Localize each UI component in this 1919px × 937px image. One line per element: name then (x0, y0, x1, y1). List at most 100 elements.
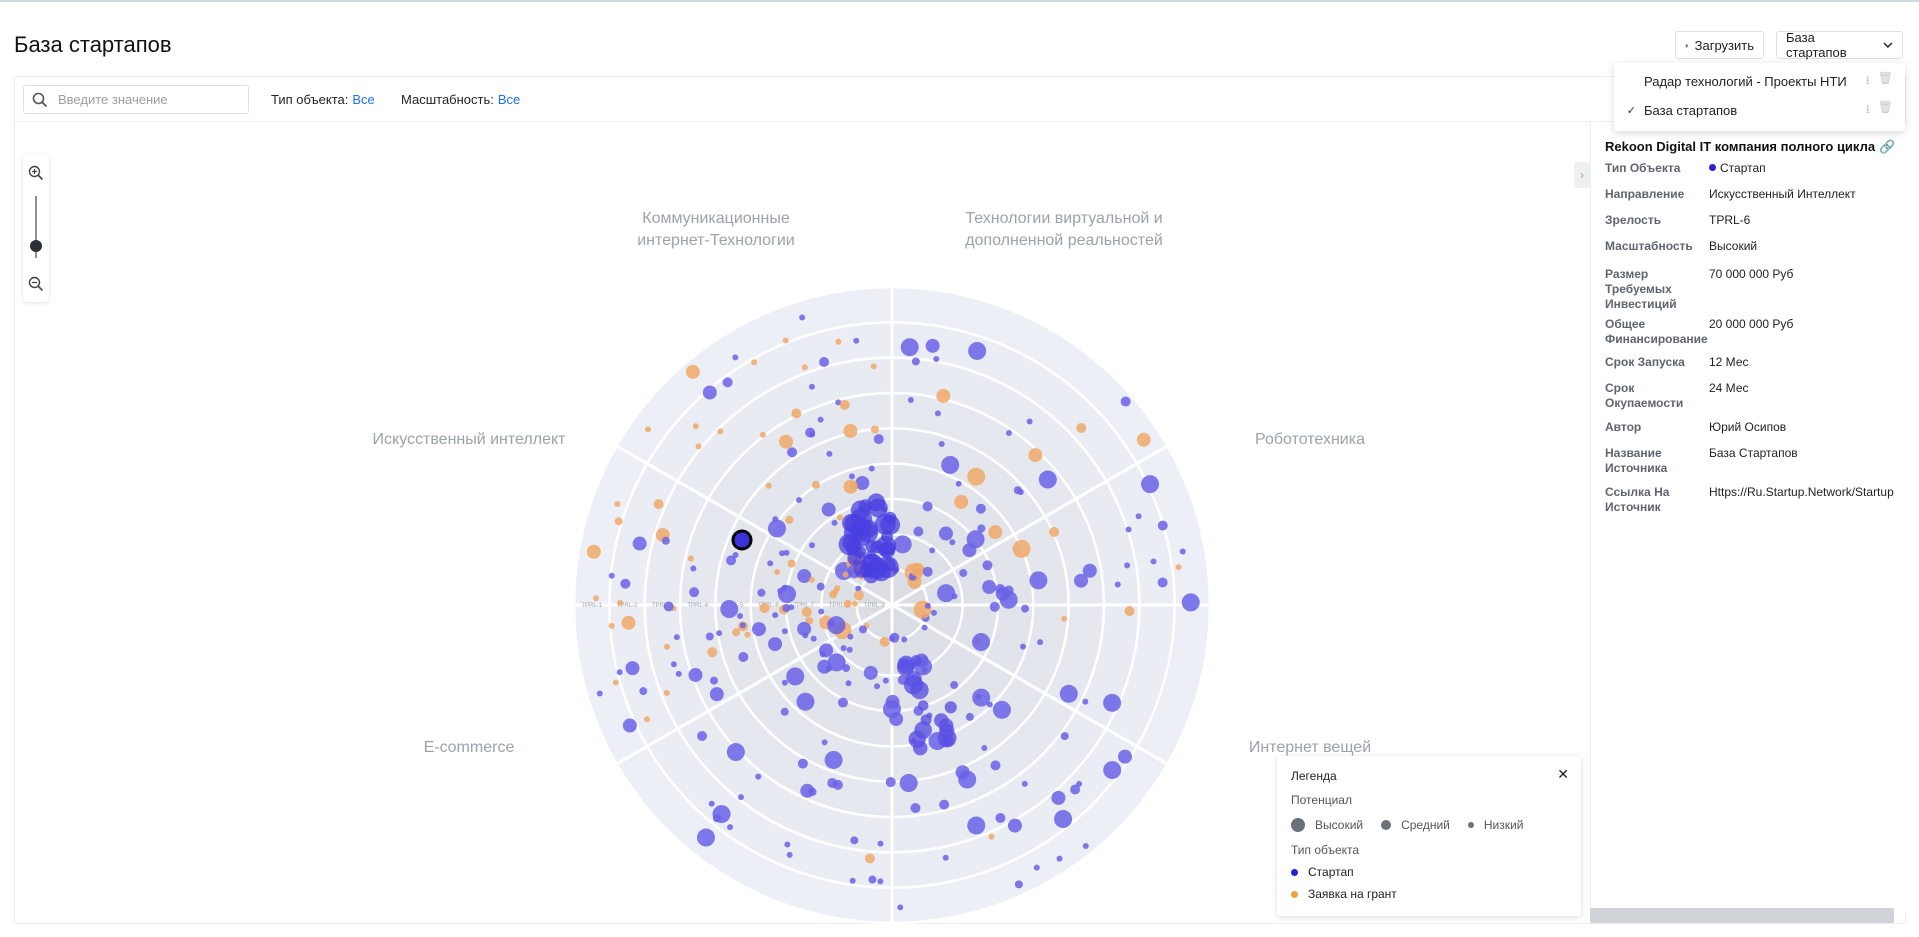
startup-point (796, 496, 803, 503)
startup-point (874, 683, 881, 690)
radar-tick-label: TPRL-4 (687, 603, 708, 609)
startup-point (712, 805, 731, 824)
startup-point (977, 524, 986, 533)
legend-potential-items: Высокий Средний Низкий (1291, 818, 1523, 832)
detail-value: 24 Мес (1709, 381, 1749, 395)
close-icon[interactable]: ✕ (1557, 766, 1569, 782)
startup-point (816, 582, 825, 591)
download-icon[interactable]: ⭳ (1865, 72, 1870, 87)
startup-point (1181, 593, 1200, 612)
startup-point (1014, 880, 1023, 889)
object-type-filter-value[interactable]: Все (352, 92, 375, 107)
grant-point (695, 443, 702, 450)
detail-key: Направление (1605, 187, 1685, 201)
horizontal-scrollbar[interactable] (1590, 908, 1894, 923)
grant-point (608, 622, 615, 629)
startup-point (981, 744, 988, 751)
startup-point (925, 338, 940, 353)
startup-point (922, 566, 933, 577)
dataset-select[interactable]: База стартапов (1776, 30, 1903, 60)
delete-icon[interactable]: 🗑 (1877, 99, 1893, 114)
startup-point (755, 773, 762, 780)
startup-point (867, 493, 886, 512)
startup-point (726, 555, 737, 566)
zoom-slider-track[interactable] (35, 196, 37, 258)
startup-point (913, 740, 928, 756)
detail-value: Https://Ru.Startup.Network/Startup (1709, 485, 1894, 499)
startup-point (688, 667, 703, 682)
startup-point (899, 774, 918, 793)
startup-point (1124, 562, 1131, 569)
grant-point (586, 544, 601, 559)
startup-point (982, 560, 993, 571)
startup-point (608, 572, 615, 579)
grant-point (732, 628, 741, 637)
search-input[interactable] (56, 91, 240, 108)
object-type-filter[interactable]: Тип объекта: Все (271, 92, 375, 107)
zoom-slider-handle[interactable] (30, 240, 42, 252)
detail-key: Зрелость (1605, 213, 1662, 227)
dataset-menu-item[interactable]: Радар технологий - Проекты НТИ ⭳ 🗑 (1614, 67, 1905, 95)
delete-icon[interactable]: 🗑 (1877, 70, 1893, 85)
startup-point (768, 637, 783, 652)
page-title: База стартапов (14, 32, 172, 57)
startup-point (982, 580, 997, 595)
upload-button[interactable]: Загрузить (1675, 31, 1764, 59)
startup-point (821, 502, 836, 517)
startup-point (972, 688, 991, 707)
startup-point (1060, 732, 1069, 741)
grant-swatch (1291, 890, 1298, 898)
startup-point (941, 455, 960, 474)
startup-point (863, 567, 879, 584)
startup-point (805, 427, 816, 438)
zoom-in-icon[interactable] (28, 165, 44, 181)
startup-point (1005, 430, 1012, 437)
grant-point (988, 833, 995, 840)
startup-point (907, 396, 914, 403)
sector-label-iot: Интернет вещей (1248, 739, 1372, 756)
detail-key: Тип Объекта (1605, 161, 1681, 175)
grant-point (1028, 448, 1043, 463)
startup-point (955, 480, 962, 487)
startup-point (786, 851, 793, 858)
scale-filter-value[interactable]: Все (497, 92, 521, 107)
zoom-out-icon[interactable] (28, 276, 44, 292)
download-icon[interactable]: ⭳ (1865, 101, 1870, 116)
radar-tick-label: TPRL-9 (864, 603, 885, 609)
startup-point (596, 690, 603, 697)
startup-point (1070, 784, 1081, 795)
startup-point (920, 714, 932, 726)
grant-point (593, 595, 600, 602)
startup-point (938, 526, 953, 541)
startup-point (797, 621, 812, 636)
startup-point (620, 578, 631, 589)
startup-point (787, 447, 798, 458)
detail-value: Искусственный Интеллект (1709, 187, 1856, 201)
grant-point (765, 482, 772, 489)
grant-point (870, 363, 877, 370)
selected-startup-marker[interactable] (731, 529, 753, 551)
grant-point (879, 636, 890, 647)
startup-point (1021, 604, 1030, 613)
startup-point (1125, 526, 1132, 533)
startup-point (941, 734, 955, 747)
grant-point (842, 571, 849, 578)
startup-point (697, 730, 708, 741)
startup-point (879, 542, 896, 559)
details-title-text: Rekoon Digital IT компания полного цикла (1605, 139, 1876, 154)
startup-point (1037, 639, 1044, 646)
search-box[interactable] (23, 85, 249, 114)
dataset-menu-item[interactable]: ✓ База стартапов ⭳ 🗑 (1614, 96, 1905, 124)
startup-point (732, 354, 739, 361)
detail-key: Ссылка На Источник (1605, 485, 1670, 514)
link-icon[interactable]: 🔗 (1879, 139, 1896, 154)
download-icon (1685, 43, 1689, 47)
startup-point (1082, 698, 1089, 705)
legend-panel: Легенда ✕ Потенциал Высокий Средний Низк… (1277, 756, 1581, 916)
scale-filter[interactable]: Масштабность: Все (401, 92, 520, 107)
collapse-panel-button[interactable]: › (1574, 162, 1590, 188)
startup-point (934, 410, 941, 417)
startup-point (1026, 418, 1033, 425)
startup-point (781, 628, 788, 635)
